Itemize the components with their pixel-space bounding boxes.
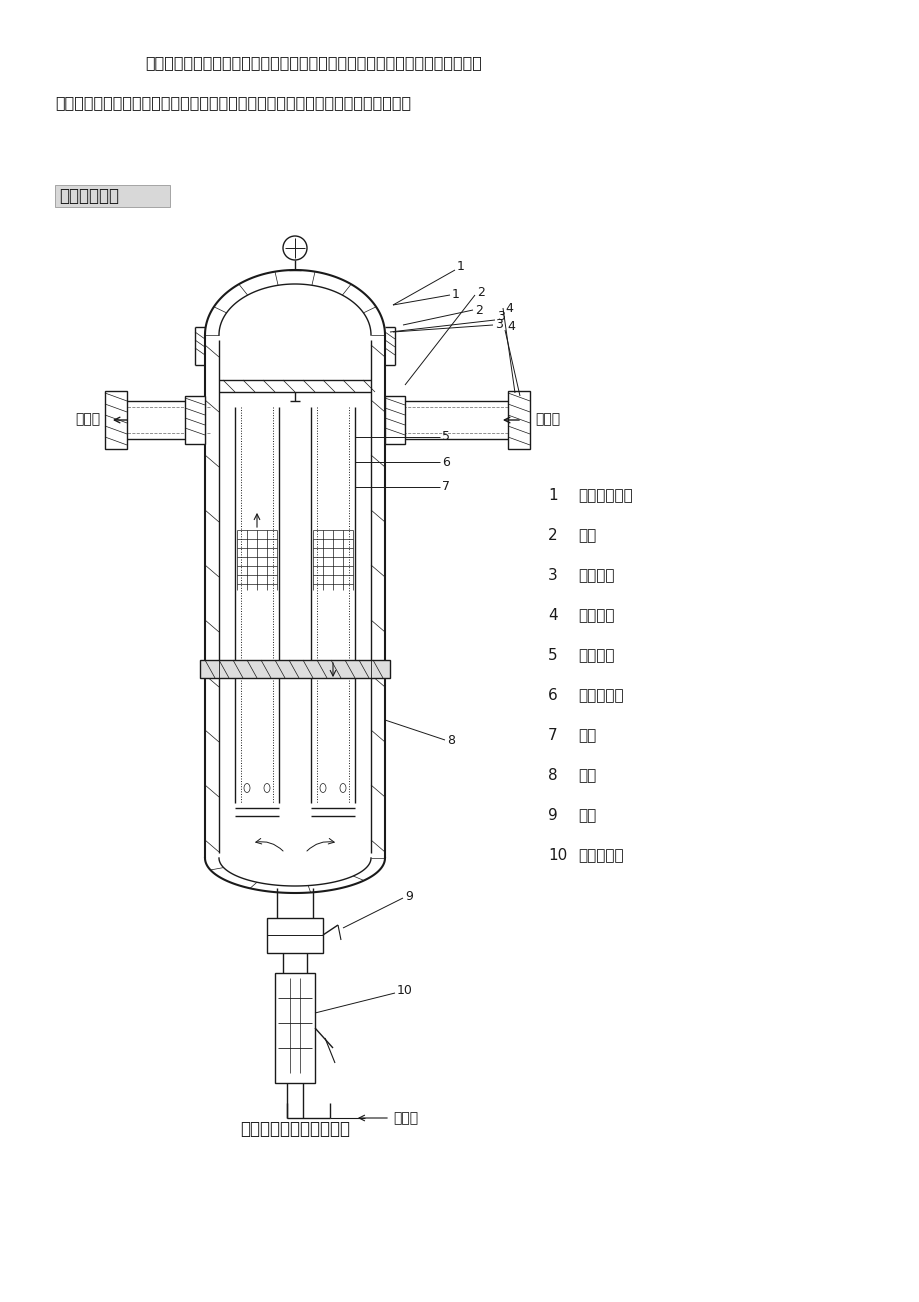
Text: 过滤器结构图: 过滤器结构图 bbox=[59, 187, 119, 204]
Text: 8: 8 bbox=[447, 733, 455, 746]
Text: 1: 1 bbox=[457, 260, 464, 273]
Text: 8: 8 bbox=[548, 768, 557, 783]
Bar bbox=[275, 973, 314, 1083]
Text: 过滤器是利用物理阻隔技术来分离介质中其他成分的一种设备。空气过滤器是用: 过滤器是利用物理阻隔技术来分离介质中其他成分的一种设备。空气过滤器是用 bbox=[145, 55, 482, 70]
Text: 过滤器结构图（法兰式）: 过滤器结构图（法兰式） bbox=[240, 1120, 349, 1138]
Text: 滤芯密封圈: 滤芯密封圈 bbox=[577, 687, 623, 703]
Text: 1: 1 bbox=[548, 488, 557, 503]
Text: 10: 10 bbox=[548, 848, 567, 863]
Text: 7: 7 bbox=[548, 728, 557, 743]
Text: 滤壳分隔腺体: 滤壳分隔腺体 bbox=[577, 488, 632, 503]
Text: 配管法兰: 配管法兰 bbox=[577, 608, 614, 622]
Text: 球阀: 球阀 bbox=[577, 809, 596, 823]
Text: 来过滤空气中固体微粒、水滴及油雾等气溶胶类杂质，使空气获得清净的主要设备。: 来过滤空气中固体微粒、水滴及油雾等气溶胶类杂质，使空气获得清净的主要设备。 bbox=[55, 95, 411, 109]
Text: 7: 7 bbox=[441, 480, 449, 493]
Text: 6: 6 bbox=[548, 687, 557, 703]
Text: 9: 9 bbox=[404, 889, 413, 902]
Text: 隔板: 隔板 bbox=[577, 529, 596, 543]
Text: 3: 3 bbox=[496, 310, 505, 323]
Text: 3: 3 bbox=[548, 568, 557, 583]
Text: 密封垂片: 密封垂片 bbox=[577, 648, 614, 663]
Text: 2: 2 bbox=[474, 303, 482, 316]
Text: 排水口: 排水口 bbox=[392, 1111, 417, 1125]
Text: 进气口: 进气口 bbox=[535, 411, 560, 426]
Text: 出气口: 出气口 bbox=[74, 411, 100, 426]
Text: 1: 1 bbox=[451, 289, 460, 302]
Text: 2: 2 bbox=[548, 529, 557, 543]
Text: 4: 4 bbox=[506, 320, 515, 333]
Bar bbox=[199, 660, 390, 678]
Text: 滤芯: 滤芯 bbox=[577, 728, 596, 743]
Text: 滤壳: 滤壳 bbox=[577, 768, 596, 783]
Bar bbox=[185, 396, 205, 444]
Bar bbox=[105, 391, 127, 449]
Bar bbox=[267, 918, 323, 953]
Text: 4: 4 bbox=[505, 302, 512, 315]
Bar bbox=[384, 396, 404, 444]
Text: 6: 6 bbox=[441, 456, 449, 469]
Text: 5: 5 bbox=[548, 648, 557, 663]
Bar bbox=[55, 185, 170, 207]
Text: 5: 5 bbox=[441, 431, 449, 444]
Text: 3: 3 bbox=[494, 319, 503, 332]
Text: 9: 9 bbox=[548, 809, 557, 823]
Text: 4: 4 bbox=[548, 608, 557, 622]
Text: 10: 10 bbox=[397, 984, 413, 997]
Text: 自动排水器: 自动排水器 bbox=[577, 848, 623, 863]
Bar bbox=[507, 391, 529, 449]
Text: 密封垂片: 密封垂片 bbox=[577, 568, 614, 583]
Text: 2: 2 bbox=[476, 285, 484, 298]
